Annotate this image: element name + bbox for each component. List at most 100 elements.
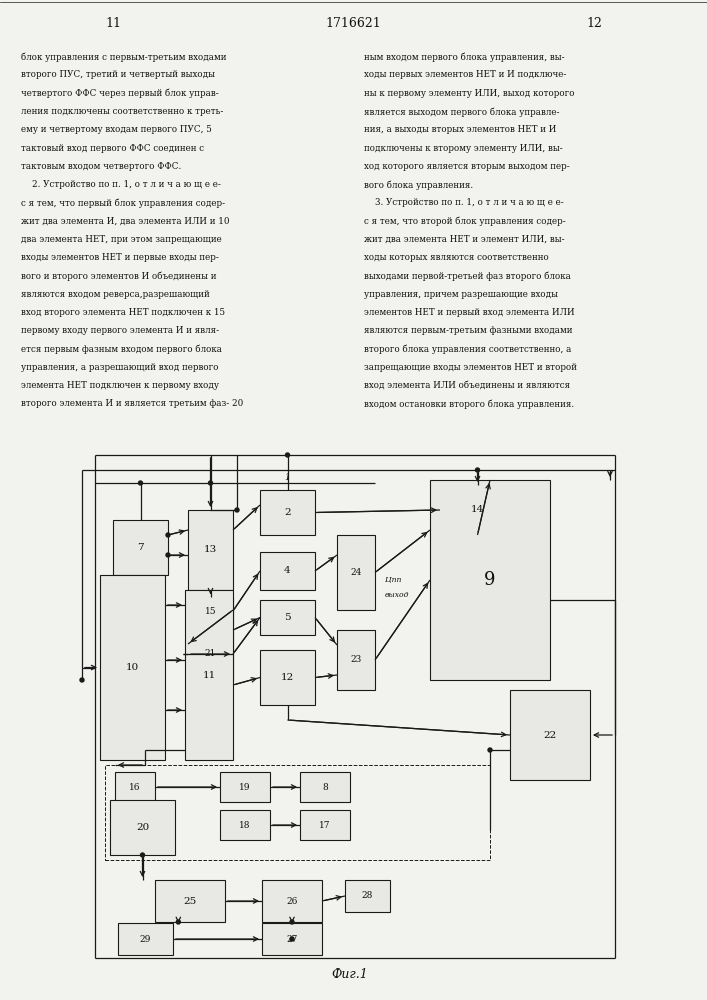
Bar <box>100 575 165 760</box>
Bar <box>220 810 270 840</box>
Text: 23: 23 <box>351 656 361 664</box>
Bar <box>260 650 315 705</box>
Text: выход: выход <box>385 591 409 599</box>
Text: два элемента НЕТ, при этом запрещающие: два элемента НЕТ, при этом запрещающие <box>21 235 222 244</box>
Text: ходы первых элементов НЕТ и И подключе-: ходы первых элементов НЕТ и И подключе- <box>364 70 566 79</box>
Text: элементов НЕТ и первый вход элемента ИЛИ: элементов НЕТ и первый вход элемента ИЛИ <box>364 308 575 317</box>
Text: 7: 7 <box>137 543 144 552</box>
Text: 10: 10 <box>126 663 139 672</box>
Text: 1: 1 <box>285 473 291 482</box>
Text: четвертого ФФС через первый блок управ-: четвертого ФФС через первый блок управ- <box>21 89 219 98</box>
Text: запрещающие входы элементов НЕТ и второй: запрещающие входы элементов НЕТ и второй <box>364 363 577 372</box>
Bar <box>337 535 375 610</box>
Text: 4: 4 <box>284 566 291 575</box>
Bar <box>440 485 515 535</box>
Bar <box>262 880 322 922</box>
Bar <box>220 772 270 802</box>
Text: 29: 29 <box>140 934 151 944</box>
Circle shape <box>176 920 180 924</box>
Text: управления, причем разрешающие входы: управления, причем разрешающие входы <box>364 290 558 299</box>
Circle shape <box>488 748 492 752</box>
Bar <box>188 597 233 625</box>
Text: являются первым-третьим фазными входами: являются первым-третьим фазными входами <box>364 326 573 335</box>
Text: первому входу первого элемента И и явля-: первому входу первого элемента И и явля- <box>21 326 219 335</box>
Text: второго блока управления соответственно, а: второго блока управления соответственно,… <box>364 345 571 354</box>
Circle shape <box>209 481 213 485</box>
Text: второго ПУС, третий и четвертый выходы: второго ПУС, третий и четвертый выходы <box>21 70 215 79</box>
Text: 16: 16 <box>129 782 141 791</box>
Text: 20: 20 <box>136 823 149 832</box>
Text: элемента НЕТ подключен к первому входу: элемента НЕТ подключен к первому входу <box>21 381 219 390</box>
Text: 19: 19 <box>239 782 251 791</box>
Circle shape <box>235 508 239 512</box>
Text: 5: 5 <box>284 613 291 622</box>
Bar <box>260 600 315 635</box>
Text: управления, а разрешающий вход первого: управления, а разрешающий вход первого <box>21 363 218 372</box>
Text: входом остановки второго блока управления.: входом остановки второго блока управлени… <box>364 399 574 409</box>
Text: 22: 22 <box>544 730 556 739</box>
Text: 25: 25 <box>183 896 197 906</box>
Text: вход элемента ИЛИ объединены и являются: вход элемента ИЛИ объединены и являются <box>364 381 571 390</box>
Bar <box>115 772 155 802</box>
Text: 17: 17 <box>320 820 331 829</box>
Text: 8: 8 <box>322 782 328 791</box>
Text: второго элемента И и является третьим фаз- 20: второго элемента И и является третьим фа… <box>21 399 243 408</box>
Text: вого блока управления.: вого блока управления. <box>364 180 473 190</box>
Text: 21: 21 <box>205 650 216 658</box>
Text: ется первым фазным входом первого блока: ется первым фазным входом первого блока <box>21 345 222 354</box>
Text: 12: 12 <box>281 673 294 682</box>
Text: ния, а выходы вторых элементов НЕТ и И: ния, а выходы вторых элементов НЕТ и И <box>364 125 556 134</box>
Text: вого и второго элементов И объединены и: вого и второго элементов И объединены и <box>21 271 217 281</box>
Text: 1716621: 1716621 <box>326 17 381 30</box>
Bar <box>188 510 233 590</box>
Text: подключены к второму элементу ИЛИ, вы-: подключены к второму элементу ИЛИ, вы- <box>364 144 563 153</box>
Text: с я тем, что первый блок управления содер-: с я тем, что первый блок управления соде… <box>21 198 226 208</box>
Text: входы элементов НЕТ и первые входы пер-: входы элементов НЕТ и первые входы пер- <box>21 253 219 262</box>
Circle shape <box>286 453 289 457</box>
Bar <box>337 630 375 690</box>
Text: 18: 18 <box>239 820 251 829</box>
Text: 2. Устройство по п. 1, о т л и ч а ю щ е е-: 2. Устройство по п. 1, о т л и ч а ю щ е… <box>21 180 221 189</box>
Text: выходами первой-третьей фаз второго блока: выходами первой-третьей фаз второго блок… <box>364 271 571 281</box>
Text: ления подключены соответственно к треть-: ления подключены соответственно к треть- <box>21 107 223 116</box>
Text: 11: 11 <box>202 670 216 680</box>
Circle shape <box>80 678 84 682</box>
Text: ход которого является вторым выходом пер-: ход которого является вторым выходом пер… <box>364 162 570 171</box>
Bar <box>262 923 322 955</box>
Circle shape <box>166 533 170 537</box>
Text: Фиг.1: Фиг.1 <box>332 968 368 982</box>
Text: 28: 28 <box>362 892 373 900</box>
Text: ным входом первого блока управления, вы-: ным входом первого блока управления, вы- <box>364 52 565 62</box>
Bar <box>110 800 175 855</box>
Text: с я тем, что второй блок управления содер-: с я тем, что второй блок управления соде… <box>364 217 566 226</box>
Text: является выходом первого блока управле-: является выходом первого блока управле- <box>364 107 560 117</box>
Bar <box>118 923 173 955</box>
Circle shape <box>141 853 144 857</box>
Text: 2: 2 <box>284 508 291 517</box>
Bar <box>260 490 315 535</box>
Bar <box>188 628 233 680</box>
Text: вход второго элемента НЕТ подключен к 15: вход второго элемента НЕТ подключен к 15 <box>21 308 226 317</box>
Bar <box>510 690 590 780</box>
Bar <box>300 772 350 802</box>
Text: 14: 14 <box>471 505 484 514</box>
Text: 3. Устройство по п. 1, о т л и ч а ю щ е е-: 3. Устройство по п. 1, о т л и ч а ю щ е… <box>364 198 564 207</box>
Text: 11: 11 <box>105 17 121 30</box>
Text: Цпп: Цпп <box>385 576 402 584</box>
Text: 15: 15 <box>205 606 216 615</box>
Bar <box>300 810 350 840</box>
Text: 27: 27 <box>286 934 298 944</box>
Bar <box>260 552 315 590</box>
Text: ходы которых являются соответственно: ходы которых являются соответственно <box>364 253 549 262</box>
Text: жит два элемента НЕТ и элемент ИЛИ, вы-: жит два элемента НЕТ и элемент ИЛИ, вы- <box>364 235 565 244</box>
Text: 26: 26 <box>286 896 298 906</box>
Bar <box>105 765 490 860</box>
Bar <box>345 880 390 912</box>
Text: жит два элемента И, два элемента ИЛИ и 10: жит два элемента И, два элемента ИЛИ и 1… <box>21 217 230 226</box>
Bar <box>430 480 550 680</box>
Text: 9: 9 <box>484 571 496 589</box>
Bar <box>113 520 168 575</box>
Text: тактовый вход первого ФФС соединен с: тактовый вход первого ФФС соединен с <box>21 144 204 153</box>
Bar <box>155 880 225 922</box>
Bar <box>185 590 233 760</box>
